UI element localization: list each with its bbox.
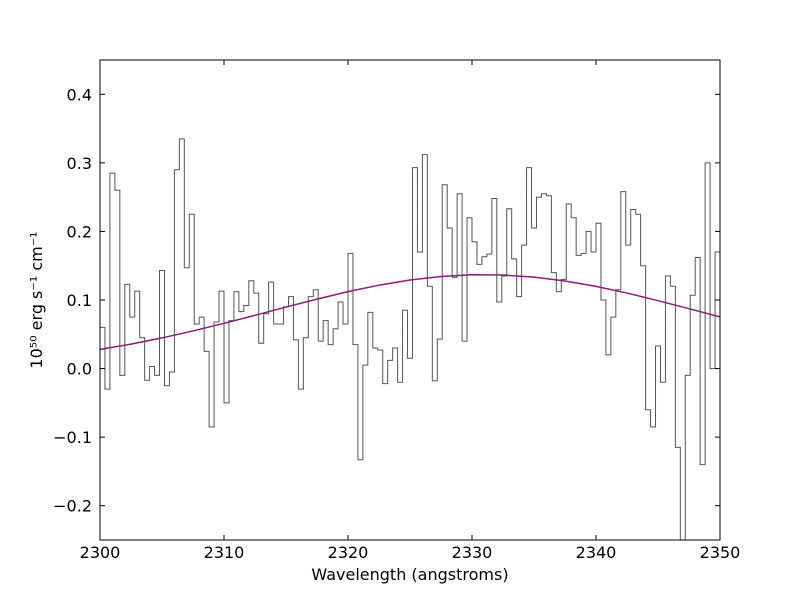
- x-tick-label: 2310: [204, 543, 245, 562]
- y-tick-label: 0.3: [67, 154, 92, 173]
- y-axis-label: 10⁵⁰ erg s⁻¹ cm⁻¹: [27, 231, 46, 368]
- y-tick-label: 0.0: [67, 360, 92, 379]
- x-tick-label: 2300: [80, 543, 121, 562]
- y-tick-label: 0.4: [67, 85, 92, 104]
- x-tick-label: 2350: [700, 543, 741, 562]
- x-tick-label: 2330: [452, 543, 493, 562]
- y-tick-label: 0.2: [67, 222, 92, 241]
- data-line: [100, 274, 720, 351]
- x-tick-label: 2340: [576, 543, 617, 562]
- x-axis-label: Wavelength (angstroms): [311, 565, 508, 584]
- y-tick-label: 0.1: [67, 291, 92, 310]
- y-tick-label: −0.1: [53, 428, 92, 447]
- y-tick-label: −0.2: [53, 497, 92, 516]
- x-tick-label: 2320: [328, 543, 369, 562]
